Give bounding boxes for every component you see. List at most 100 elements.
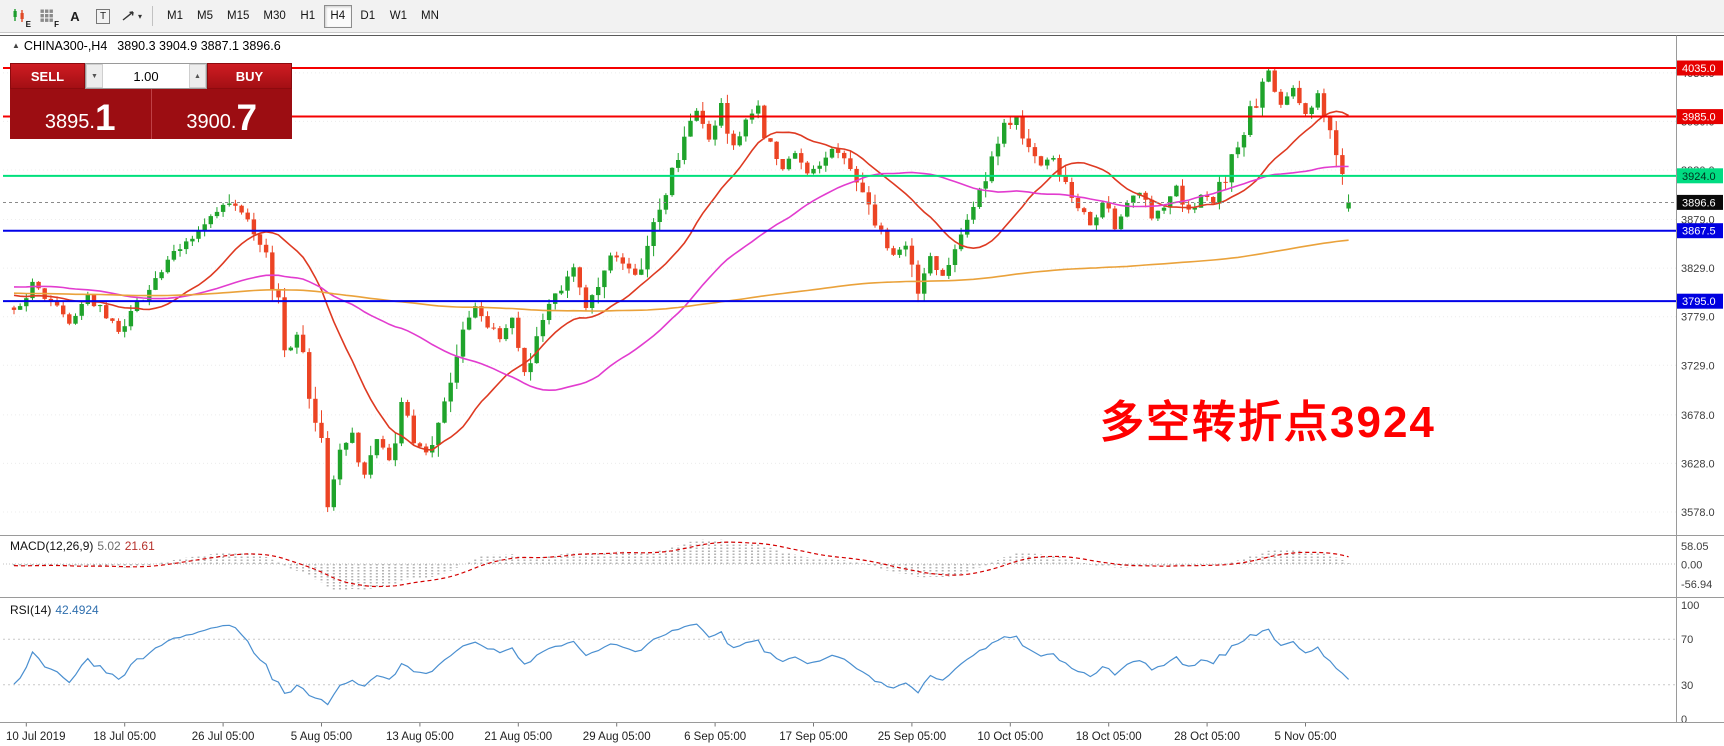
candle-body bbox=[1334, 130, 1339, 156]
price-badge bbox=[1677, 293, 1723, 309]
candle-body bbox=[799, 153, 804, 163]
candle-body bbox=[282, 297, 287, 351]
candle-body bbox=[190, 238, 195, 242]
candle-body bbox=[61, 305, 66, 315]
macd-value: 5.02 bbox=[97, 539, 121, 553]
candle-body bbox=[940, 269, 945, 276]
candle-body bbox=[177, 249, 183, 251]
candle-body bbox=[460, 329, 466, 357]
macd-axis-label: 0.00 bbox=[1681, 560, 1702, 572]
candle-body bbox=[553, 293, 558, 304]
sell-price[interactable]: 3895. 1 bbox=[10, 89, 152, 139]
candle-body bbox=[614, 255, 619, 258]
candle-body bbox=[934, 256, 939, 270]
candle-body bbox=[626, 263, 632, 269]
candle-body bbox=[811, 168, 816, 174]
candle-body bbox=[639, 269, 644, 275]
candle-body bbox=[337, 449, 343, 480]
buy-button[interactable]: BUY bbox=[207, 63, 292, 89]
one-click-trading-panel: SELL ▼ ▲ BUY 3895. 1 3900. 7 bbox=[10, 63, 292, 139]
macd-axis-label: -56.94 bbox=[1681, 579, 1712, 591]
candle-body bbox=[823, 157, 828, 166]
timeframe-h4-button[interactable]: H4 bbox=[323, 4, 352, 28]
sell-button[interactable]: SELL bbox=[10, 63, 85, 89]
candle-body bbox=[1217, 181, 1222, 204]
candle-body bbox=[220, 204, 226, 212]
candle-body bbox=[196, 230, 201, 239]
caption-symbol: CHINA300-,H4 bbox=[23, 39, 108, 53]
chart-template-tool-button[interactable]: E bbox=[5, 4, 33, 29]
chart-annotation-text: 多空转折点3924 bbox=[1100, 398, 1436, 447]
candle-body bbox=[1204, 194, 1210, 197]
candle-body bbox=[546, 303, 552, 320]
candle-body bbox=[596, 287, 601, 296]
candle-body bbox=[602, 270, 607, 288]
time-label: 10 Oct 05:00 bbox=[977, 731, 1043, 743]
timeframe-m30-button[interactable]: M30 bbox=[257, 5, 291, 28]
timeframe-w1-button[interactable]: W1 bbox=[384, 5, 413, 28]
candle-body bbox=[393, 443, 398, 461]
candle-body bbox=[91, 294, 97, 307]
price-badge bbox=[1677, 223, 1723, 239]
timeframe-m15-button[interactable]: M15 bbox=[221, 5, 255, 28]
timeframe-mn-button[interactable]: MN bbox=[415, 5, 445, 28]
macd-signal-line bbox=[13, 541, 1349, 588]
candle-body bbox=[909, 245, 915, 265]
candle-body bbox=[1223, 181, 1228, 183]
candle-body bbox=[1106, 202, 1111, 209]
candle-body bbox=[1284, 96, 1290, 105]
timeframe-m1-button[interactable]: M1 bbox=[161, 5, 189, 28]
candle-body bbox=[1100, 202, 1105, 218]
candle-body bbox=[1235, 147, 1241, 155]
candle-body bbox=[756, 105, 761, 114]
text-label-tool-button[interactable]: T bbox=[89, 4, 117, 29]
rsi-value: 42.4924 bbox=[55, 603, 99, 617]
candle-body bbox=[17, 306, 23, 310]
candle-body bbox=[620, 257, 625, 264]
timeframe-d1-button[interactable]: D1 bbox=[354, 5, 382, 28]
candle-body bbox=[712, 125, 718, 140]
candle-body bbox=[251, 219, 257, 235]
trade-panel-controls-row: SELL ▼ ▲ BUY bbox=[10, 63, 292, 89]
candle-body bbox=[1198, 194, 1204, 208]
candle-body bbox=[540, 320, 546, 337]
timeframe-h1-button[interactable]: H1 bbox=[294, 5, 322, 28]
candle-body bbox=[387, 447, 392, 461]
macd-indicator-label: MACD(12,26,9) 5.02 21.61 bbox=[10, 539, 155, 553]
candle-body bbox=[374, 439, 380, 456]
time-label: 17 Sep 05:00 bbox=[779, 731, 847, 743]
candle-body bbox=[682, 136, 687, 160]
candle-body bbox=[946, 265, 951, 276]
volume-input[interactable] bbox=[103, 64, 189, 88]
timeframe-m5-button[interactable]: M5 bbox=[191, 5, 219, 28]
toolbar-tools-group: E F A T ▾ bbox=[5, 4, 145, 29]
candle-body bbox=[1291, 87, 1296, 97]
volume-increase-icon[interactable]: ▲ bbox=[189, 64, 206, 88]
price-badge-label: 3896.6 bbox=[1682, 197, 1716, 209]
time-label: 28 Oct 05:00 bbox=[1174, 731, 1240, 743]
candle-body bbox=[1014, 116, 1019, 125]
font-tool-button[interactable]: A bbox=[61, 4, 89, 29]
rsi-axis-label: 30 bbox=[1681, 680, 1693, 692]
rsi-line bbox=[13, 623, 1350, 706]
candle-body bbox=[85, 294, 90, 304]
buy-price[interactable]: 3900. 7 bbox=[152, 89, 293, 139]
candle-body bbox=[731, 133, 736, 146]
candle-body bbox=[1229, 154, 1234, 183]
drawing-line-tool-button[interactable]: ▾ bbox=[117, 4, 145, 29]
candle-body bbox=[116, 320, 121, 332]
candle-body bbox=[897, 249, 902, 255]
price-badge-label: 3795.0 bbox=[1682, 296, 1716, 308]
grid-settings-tool-button[interactable]: F bbox=[33, 4, 61, 29]
candle-body bbox=[786, 158, 792, 170]
candle-body bbox=[516, 317, 521, 348]
candle-body bbox=[227, 203, 232, 205]
candle-body bbox=[903, 245, 908, 250]
candle-body bbox=[466, 317, 472, 330]
candle-body bbox=[417, 443, 423, 447]
candle-body bbox=[866, 192, 871, 205]
volume-decrease-icon[interactable]: ▼ bbox=[86, 64, 103, 88]
candle-body bbox=[657, 209, 662, 222]
